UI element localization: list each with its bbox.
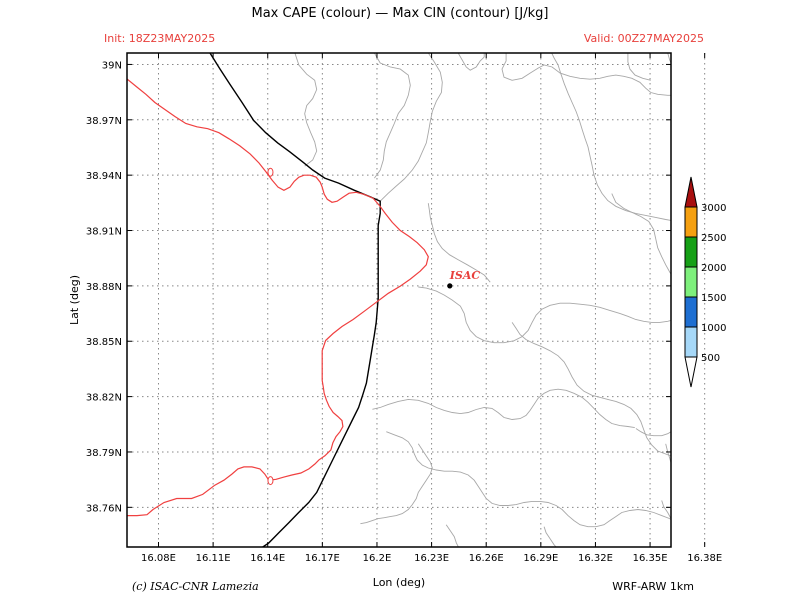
boundary-line — [551, 53, 671, 221]
model-label: WRF-ARW 1km — [612, 580, 694, 593]
boundary-line — [427, 203, 491, 283]
colorbar-segment — [684, 236, 698, 268]
colorbar-label: 3000 — [701, 203, 726, 214]
boundary-line — [360, 443, 433, 525]
isac-label: ISAC — [449, 269, 481, 282]
credit-label: (c) ISAC-CNR Lamezia — [132, 580, 259, 593]
x-tick-label: 16.2E — [363, 553, 392, 564]
x-tick-label: 16.29E — [523, 553, 558, 564]
boundary-line — [418, 286, 671, 344]
colorbar-label: 500 — [701, 353, 720, 364]
boundary-line — [294, 53, 318, 167]
x-tick-label: 16.08E — [141, 553, 176, 564]
boundary-line — [511, 322, 671, 457]
y-tick-label: 38.94N — [86, 171, 122, 182]
boundary-line — [635, 428, 671, 437]
cin-contour — [127, 78, 429, 517]
colorbar-label: 1000 — [701, 323, 726, 334]
init-time-label: Init: 18Z23MAY2025 — [104, 32, 216, 45]
x-axis-label: Lon (deg) — [373, 576, 425, 589]
x-tick-label: 16.17E — [305, 553, 340, 564]
y-axis-label: Lat (deg) — [68, 275, 81, 325]
boundary-line — [611, 193, 671, 275]
y-tick-label: 38.91N — [86, 227, 122, 238]
colorbar-segment — [684, 266, 698, 298]
y-tick-label: 38.79N — [86, 448, 122, 459]
cin-contour-label — [267, 476, 274, 486]
boundary-line — [445, 524, 459, 547]
y-tick-label: 38.97N — [86, 116, 122, 127]
y-tick-label: 38.82N — [86, 393, 122, 404]
colorbar-label: 1500 — [701, 293, 726, 304]
colorbar-segment — [684, 206, 698, 238]
x-tick-label: 16.23E — [414, 553, 449, 564]
valid-time-label: Valid: 00Z27MAY2025 — [583, 32, 704, 45]
colorbar-label: 2500 — [701, 233, 726, 244]
boundary-line — [665, 443, 671, 464]
colorbar-segment — [684, 176, 698, 208]
chart-title: Max CAPE (colour) — Max CIN (contour) [J… — [251, 6, 549, 21]
y-tick-label: 38.85N — [86, 337, 122, 348]
boundary-line — [379, 53, 443, 202]
boundary-line — [386, 431, 671, 528]
boundary-line — [543, 526, 557, 547]
colorbar-segment — [684, 326, 698, 358]
x-tick-label: 16.26E — [469, 553, 504, 564]
coastline — [209, 53, 381, 547]
y-tick-label: 38.88N — [86, 282, 122, 293]
y-tick-label: 38.76N — [86, 503, 122, 514]
colorbar-segment — [684, 356, 698, 388]
x-tick-label: 16.38E — [687, 553, 722, 564]
colorbar-label: 2000 — [701, 263, 726, 274]
x-tick-label: 16.14E — [250, 553, 285, 564]
boundary-line — [457, 53, 485, 71]
boundary-line — [661, 500, 671, 519]
plot-frame — [126, 52, 672, 548]
x-tick-label: 16.32E — [578, 553, 613, 564]
x-tick-label: 16.11E — [196, 553, 231, 564]
boundary-line — [627, 53, 651, 81]
boundary-line — [501, 53, 671, 96]
cin-contour-label — [267, 167, 274, 177]
boundary-line — [374, 53, 411, 179]
isac-marker — [447, 283, 453, 289]
colorbar-segment — [684, 296, 698, 328]
boundary-line — [372, 388, 635, 429]
y-tick-label: 39N — [102, 60, 122, 71]
x-tick-label: 16.35E — [633, 553, 668, 564]
